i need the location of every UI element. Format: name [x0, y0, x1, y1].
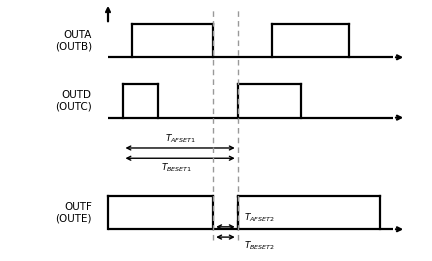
Text: $T_{AFSET1}$: $T_{AFSET1}$ — [165, 132, 195, 145]
Text: $T_{BESET1}$: $T_{BESET1}$ — [161, 161, 192, 174]
Text: OUTA
(OUTB): OUTA (OUTB) — [55, 30, 92, 51]
Text: $T_{BESET2}$: $T_{BESET2}$ — [244, 240, 275, 252]
Text: $T_{AFSET2}$: $T_{AFSET2}$ — [244, 212, 275, 224]
Text: OUTD
(OUTC): OUTD (OUTC) — [55, 90, 92, 112]
Text: OUTF
(OUTE): OUTF (OUTE) — [55, 202, 92, 223]
